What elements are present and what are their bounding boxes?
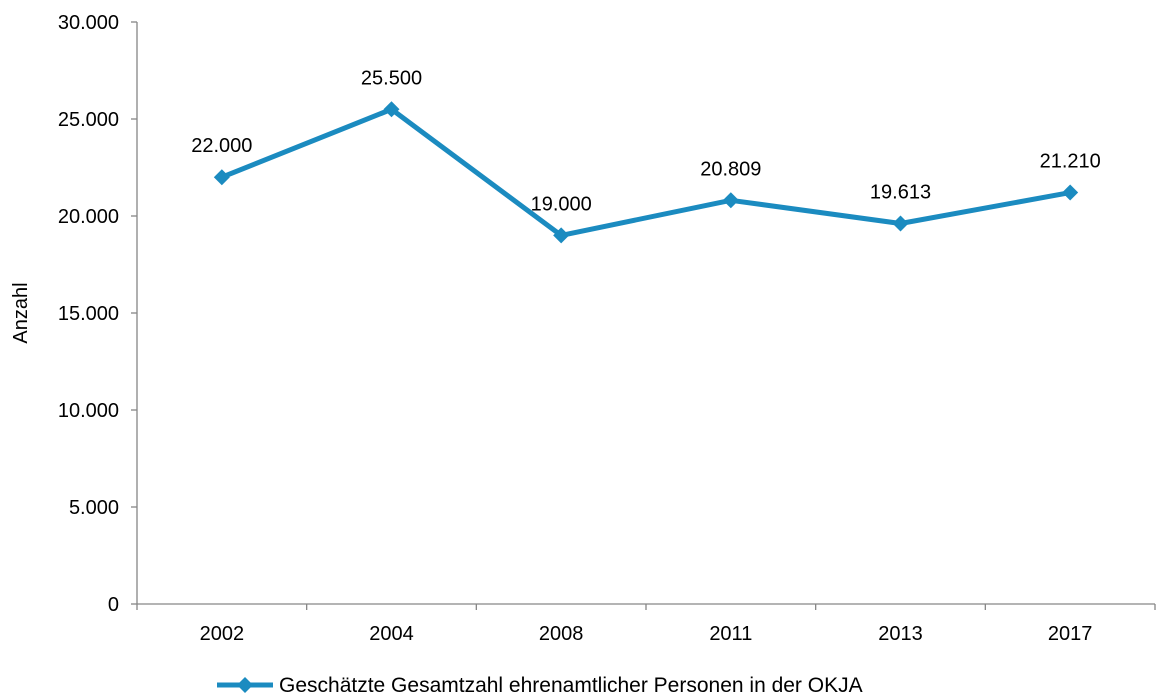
data-point-marker [383,101,400,118]
data-point-marker [213,169,230,186]
x-tick-label: 2011 [709,623,752,645]
x-tick-label: 2013 [878,623,923,645]
y-axis-title: Anzahl [10,282,32,343]
x-tick-label: 2017 [1048,623,1093,645]
series-line [220,106,1071,238]
x-tick-label: 2004 [369,623,414,645]
y-tick-label: 10.000 [58,400,119,422]
y-tick-label: 5.000 [69,497,119,519]
x-tick-label: 2008 [539,623,584,645]
legend: Geschätzte Gesamtzahl ehrenamtlicher Per… [217,674,863,697]
data-point-marker [722,192,739,209]
y-ticks: 0 5.000 10.000 15.000 20.000 25.000 30.000 [58,12,137,616]
data-label: 25.500 [361,67,422,89]
legend-marker-swatch [237,677,253,693]
legend-label: Geschätzte Gesamtzahl ehrenamtlicher Per… [279,674,863,694]
y-tick-label: 20.000 [58,206,119,228]
y-tick-label: 25.000 [58,109,119,131]
y-tick-label: 15.000 [58,303,119,325]
data-label: 19.613 [870,182,931,204]
data-point-marker [892,215,909,232]
data-point-marker [553,227,570,244]
y-tick-label: 30.000 [58,12,119,34]
series-layer: 22.000 25.500 19.000 20.809 19.613 21.210 [191,67,1101,244]
data-point-marker [1062,184,1079,201]
data-label: 20.809 [700,158,761,180]
y-tick-label: 0 [108,594,119,616]
data-label: 19.000 [531,193,592,215]
x-ticks: 2002 2004 2008 2011 2013 2017 [136,604,1156,645]
axes [136,22,1155,605]
data-label: 22.000 [191,135,252,157]
data-label: 21.210 [1040,151,1101,173]
x-tick-label: 2002 [200,623,245,645]
